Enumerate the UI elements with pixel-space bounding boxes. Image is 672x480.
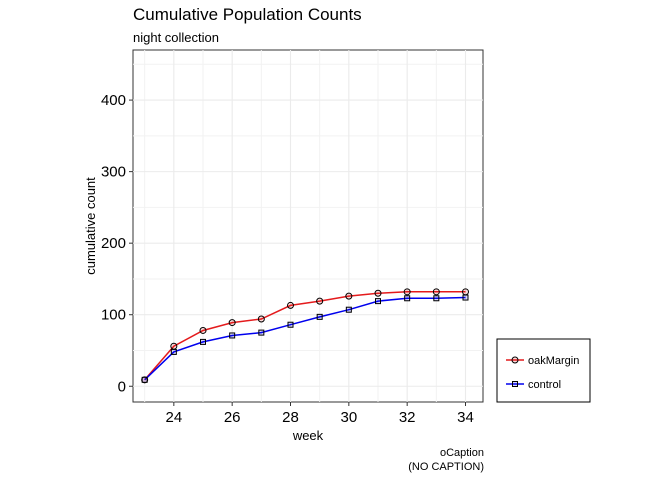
grid-major	[133, 50, 483, 402]
legend-box	[496, 338, 591, 403]
point-oakMargin	[257, 315, 265, 323]
chart-caption: oCaption (NO CAPTION)	[408, 446, 484, 474]
legend: oakMargin control	[496, 338, 591, 403]
y-tick-label: 0	[118, 378, 126, 395]
y-tick-label: 100	[101, 307, 126, 324]
legend-label: control	[528, 379, 561, 391]
point-control	[375, 298, 381, 305]
point-control	[316, 313, 323, 320]
legend-key-marker	[511, 356, 519, 364]
chart-subtitle: night collection	[133, 30, 219, 45]
caption-line-1: oCaption	[439, 447, 484, 459]
y-tick-label: 300	[101, 164, 126, 181]
x-tick-label: 34	[457, 409, 474, 426]
caption-line-2: (NO CAPTION)	[408, 461, 484, 473]
legend-label: oakMargin	[528, 355, 579, 367]
x-tick-label: 28	[282, 409, 299, 426]
x-tick-label: 24	[165, 409, 182, 426]
point-control	[141, 376, 148, 383]
point-oakMargin	[287, 301, 294, 309]
point-oakMargin	[345, 292, 353, 300]
chart-title: Cumulative Population Counts	[133, 5, 362, 24]
point-control	[345, 306, 352, 313]
series-layer	[141, 288, 469, 384]
legend-key-marker	[512, 381, 518, 387]
point-oakMargin	[432, 288, 440, 296]
point-control	[433, 295, 440, 302]
x-axis-label: week	[292, 428, 324, 443]
point-control	[287, 321, 294, 328]
y-axis-label: cumulative count	[83, 177, 98, 275]
plot-panel	[132, 49, 484, 403]
x-tick-label: 30	[340, 409, 357, 426]
y-tick-label: 400	[101, 92, 126, 109]
point-oakMargin	[374, 289, 382, 297]
x-tick-label: 26	[224, 409, 241, 426]
point-oakMargin	[462, 288, 469, 296]
point-oakMargin	[199, 326, 207, 334]
point-oakMargin	[228, 319, 236, 327]
y-tick-label: 200	[101, 235, 126, 252]
point-control	[229, 332, 236, 339]
point-control	[404, 295, 411, 302]
point-oakMargin	[170, 342, 178, 350]
axes: 24 26 28 30 32 34 0 100 200 300 400	[101, 92, 474, 426]
point-oakMargin	[316, 297, 324, 305]
point-control	[462, 294, 469, 301]
point-oakMargin	[403, 288, 411, 296]
point-control	[200, 338, 206, 345]
point-control	[258, 329, 265, 336]
point-control	[170, 348, 177, 355]
series-line-oakMargin	[144, 291, 466, 381]
x-tick-label: 32	[399, 409, 416, 426]
grid-minor	[133, 50, 483, 402]
series-line-control	[144, 296, 466, 381]
